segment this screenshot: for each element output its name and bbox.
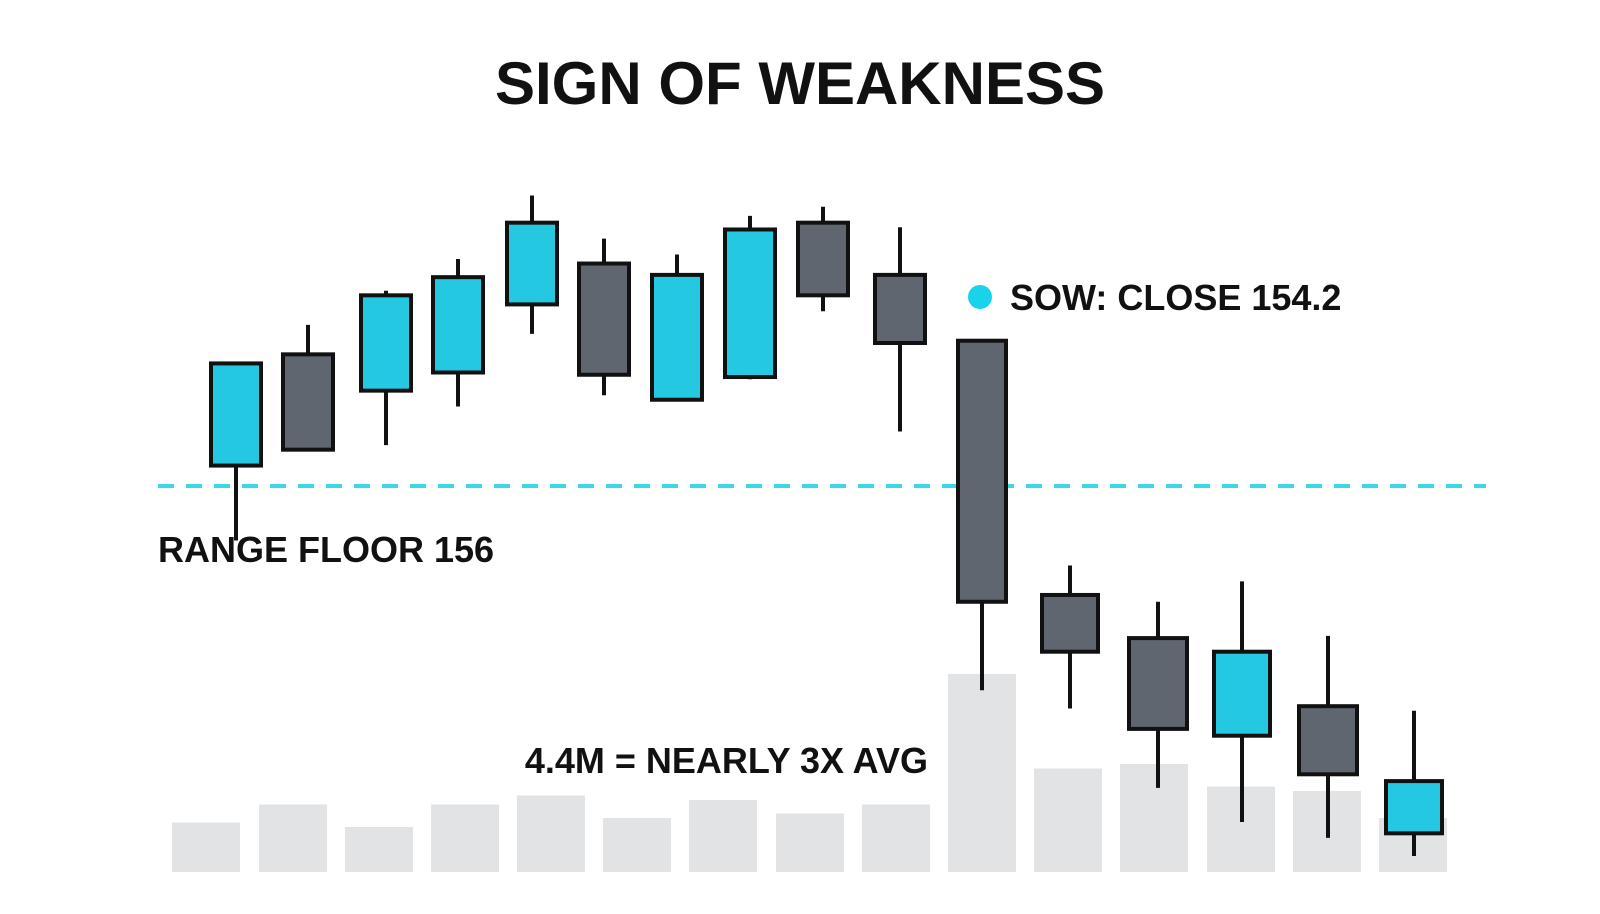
candle: [1127, 601, 1189, 788]
candle-body-down: [873, 272, 927, 345]
candles: [209, 195, 1444, 857]
candle-body-up: [1384, 779, 1444, 836]
candle: [796, 206, 850, 312]
candle: [1212, 581, 1272, 822]
candle: [956, 338, 1008, 691]
volume-bar: [345, 827, 413, 872]
candle: [209, 361, 263, 541]
volume-bar: [259, 804, 327, 872]
candle-body-up: [723, 227, 777, 380]
candle-body-down: [281, 352, 335, 452]
candle-body-up: [209, 361, 263, 468]
candle: [1297, 635, 1359, 838]
candle: [1040, 565, 1100, 709]
candle: [1384, 710, 1444, 857]
volume-bar: [431, 804, 499, 872]
volume-bar: [862, 804, 930, 872]
volume-bar: [1034, 768, 1102, 872]
volume-bar: [948, 674, 1016, 872]
candle-body-up: [359, 293, 413, 393]
candle-body-down: [796, 220, 850, 298]
volume-bar: [517, 795, 585, 872]
sow-label: SOW: CLOSE 154.2: [1010, 277, 1341, 318]
candle-body-up: [431, 275, 485, 375]
candle: [650, 254, 704, 402]
candle-body-down: [1040, 592, 1100, 654]
candle: [723, 215, 777, 380]
volume-annotation: 4.4M = NEARLY 3X AVG: [525, 740, 928, 781]
candle-body-up: [505, 220, 559, 307]
sow-marker-dot: [968, 285, 992, 309]
volume-bars: [172, 674, 1447, 872]
candle-body-up: [1212, 649, 1272, 738]
candle-body-down: [1127, 636, 1189, 731]
volume-bar: [603, 818, 671, 872]
candle-body-down: [956, 338, 1008, 604]
candle-body-down: [577, 261, 631, 377]
volume-bar: [776, 813, 844, 872]
candle: [505, 195, 559, 334]
volume-bar: [689, 800, 757, 872]
range-floor-label: RANGE FLOOR 156: [158, 529, 494, 570]
candle: [431, 259, 485, 407]
candle: [577, 238, 631, 396]
candle: [873, 227, 927, 432]
volume-bar: [1120, 764, 1188, 872]
chart-title: SIGN OF WEAKNESS: [495, 50, 1105, 117]
candle: [359, 290, 413, 446]
volume-bar: [172, 822, 240, 872]
candle-body-down: [1297, 704, 1359, 777]
candle-body-up: [650, 272, 704, 402]
candle: [281, 324, 335, 452]
